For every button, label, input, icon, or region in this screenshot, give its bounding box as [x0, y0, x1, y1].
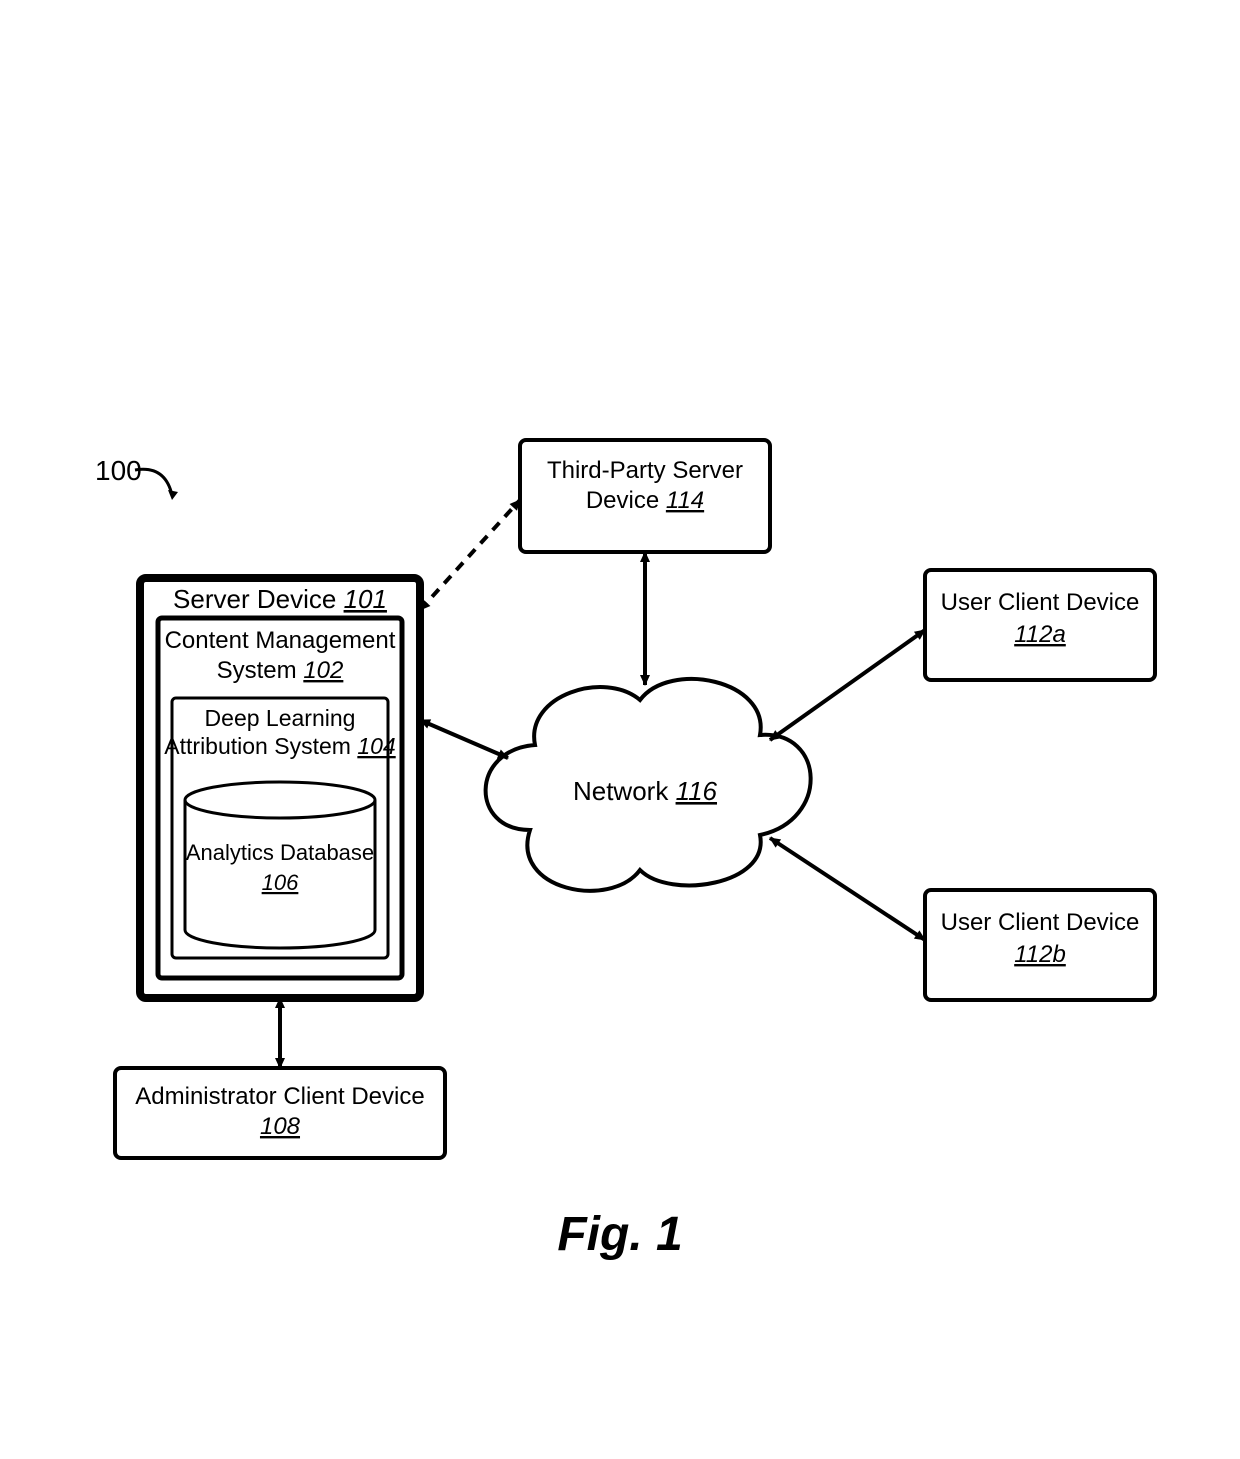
edge-server-network: [420, 720, 508, 758]
analytics-database: Analytics Database 106: [185, 782, 375, 948]
user-client-device-b-box: User Client Device 112b: [925, 890, 1155, 1000]
ucd-a-label: User Client Device: [941, 589, 1140, 616]
network-label: Network 116: [573, 776, 718, 806]
patent-figure-diagram: 100 Server Device 101 Content Management…: [0, 0, 1240, 1459]
admin-client-device-box: Administrator Client Device 108: [115, 1068, 445, 1158]
cms-label-l1: Content Management: [165, 627, 396, 654]
tps-label-l1: Third-Party Server: [547, 457, 743, 484]
db-ref: 106: [262, 870, 299, 895]
ucd-b-label: User Client Device: [941, 909, 1140, 936]
ucd-a-ref: 112a: [1014, 621, 1066, 648]
cms-label-l2: System 102: [217, 657, 344, 684]
figure-label: Fig. 1: [557, 1208, 682, 1261]
user-client-device-a-box: User Client Device 112a: [925, 570, 1155, 680]
third-party-server-box: Third-Party Server Device 114: [520, 440, 770, 552]
tps-label-l2: Device 114: [586, 487, 704, 514]
dlas-label-l1: Deep Learning: [205, 705, 356, 731]
admin-ref: 108: [260, 1113, 301, 1140]
edge-network-ucd_a: [770, 630, 925, 740]
edge-server-tps: [420, 500, 520, 610]
admin-label: Administrator Client Device: [135, 1083, 424, 1110]
ucd-b-ref: 112b: [1014, 941, 1066, 968]
edge-network-ucd_b: [770, 838, 925, 940]
figure-ref-100: 100: [95, 455, 178, 500]
dlas-box: Deep Learning Attribution System 104: [164, 698, 395, 958]
figure-ref-number: 100: [95, 455, 142, 486]
dlas-label-l2: Attribution System 104: [164, 733, 395, 759]
db-label: Analytics Database: [186, 840, 374, 865]
network-cloud: Network 116: [486, 679, 811, 891]
server-device-label: Server Device 101: [173, 584, 387, 614]
